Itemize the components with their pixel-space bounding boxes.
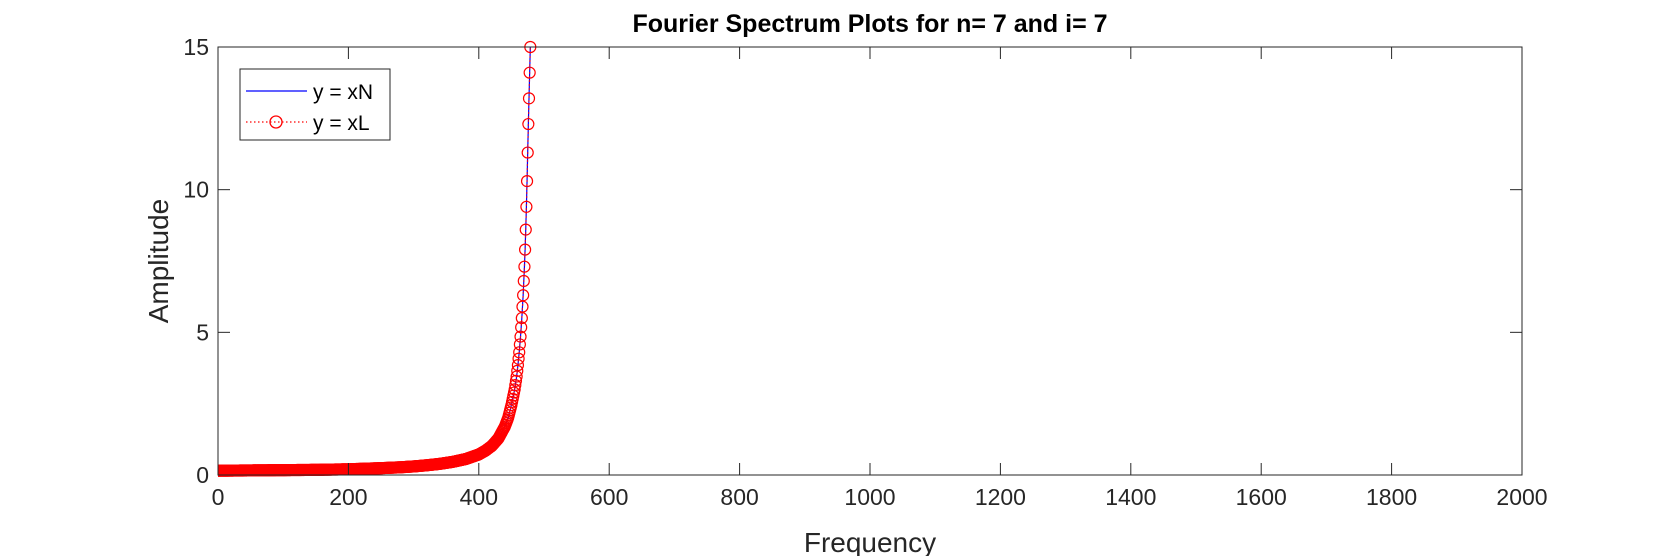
series-point-xL [511, 364, 524, 377]
x-tick-label: 1000 [844, 484, 895, 510]
series-point-xL [514, 330, 527, 343]
x-tick-label: 1200 [975, 484, 1026, 510]
series-line-xL [218, 46, 531, 472]
legend: y = xN y = xL [239, 68, 391, 141]
x-tick-label: 2000 [1496, 484, 1547, 510]
legend-label-xN: y = xN [313, 81, 373, 104]
x-tick-label: 800 [720, 484, 758, 510]
series-point-xL [508, 383, 521, 396]
series-point-xL [519, 223, 532, 236]
y-tick-label: 10 [183, 177, 209, 203]
plot-area [218, 47, 1522, 475]
x-axis-label: Frequency [804, 527, 936, 556]
x-tick-label: 1600 [1236, 484, 1287, 510]
legend-marker-xL [269, 115, 283, 129]
series-point-xL [509, 374, 523, 387]
series-point-xL [517, 289, 530, 302]
series-layer [218, 40, 537, 477]
series-point-xL [518, 260, 531, 273]
x-tick-label: 600 [590, 484, 628, 510]
x-tick-label: 0 [212, 484, 225, 510]
y-axis-label: Amplitude [143, 199, 174, 324]
series-point-xL [512, 352, 525, 365]
chart-title: Fourier Spectrum Plots for n= 7 and i= 7 [632, 10, 1107, 38]
series-point-xL [511, 359, 525, 372]
legend-box [239, 68, 391, 141]
series-point-xL [509, 379, 522, 392]
series-point-xL [513, 346, 526, 359]
series-point-xL [522, 117, 535, 131]
y-tick-label: 0 [196, 462, 209, 488]
series-point-xL [522, 92, 536, 105]
series-point-xL [520, 175, 534, 188]
series-point-xL [520, 200, 533, 213]
series-point-xL [513, 338, 526, 351]
x-tick-label: 400 [460, 484, 498, 510]
series-point-xL [518, 243, 532, 256]
x-tick-label: 1400 [1105, 484, 1156, 510]
x-tick-label: 200 [329, 484, 367, 510]
series-point-xL [521, 146, 534, 159]
legend-label-xL: y = xL [313, 112, 370, 135]
x-tick-label: 1800 [1366, 484, 1417, 510]
series-point-xL [517, 274, 530, 288]
series-point-xL [515, 321, 528, 334]
ticks-layer: 0 200 400 600 800 1000 1200 1400 1600 1800 2000 0 5 1… [183, 34, 1547, 510]
series-point-xL [523, 66, 536, 79]
y-tick-label: 15 [183, 34, 209, 60]
y-tick-label: 5 [196, 319, 209, 345]
